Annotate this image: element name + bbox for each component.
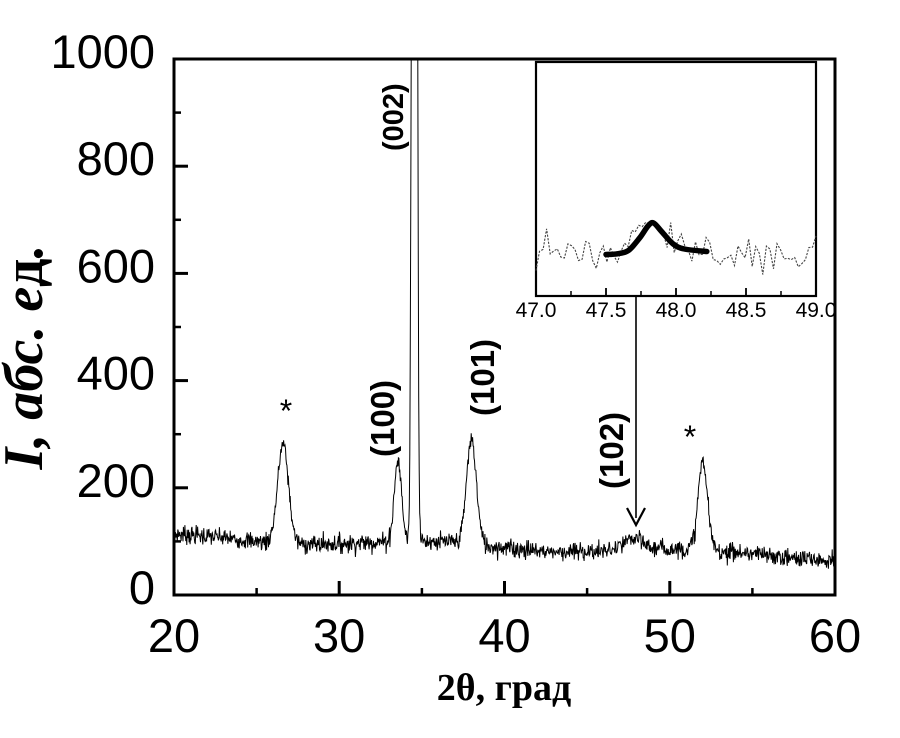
svg-text:200: 200 [77,454,155,507]
svg-text:(101): (101) [464,339,501,416]
svg-text:30: 30 [313,609,365,662]
svg-text:2θ, град: 2θ, град [437,667,571,709]
svg-text:0: 0 [129,561,155,614]
svg-text:48.0: 48.0 [656,299,697,322]
svg-text:(002): (002) [378,83,410,151]
svg-text:800: 800 [77,132,155,185]
svg-text:*: * [684,419,696,455]
svg-text:(102): (102) [593,412,630,489]
svg-text:1000: 1000 [50,25,155,78]
svg-text:50: 50 [644,609,696,662]
svg-text:40: 40 [478,609,530,662]
svg-text:400: 400 [77,347,155,400]
svg-text:48.5: 48.5 [726,299,767,322]
svg-text:47.5: 47.5 [586,299,627,322]
svg-text:I, абс. ед.: I, абс. ед. [0,244,55,470]
svg-text:600: 600 [77,239,155,292]
svg-text:*: * [280,393,292,429]
svg-text:(100): (100) [364,380,401,457]
svg-text:49.0: 49.0 [796,299,837,322]
svg-text:47.0: 47.0 [516,299,557,322]
svg-text:60: 60 [809,609,861,662]
svg-text:20: 20 [148,609,200,662]
